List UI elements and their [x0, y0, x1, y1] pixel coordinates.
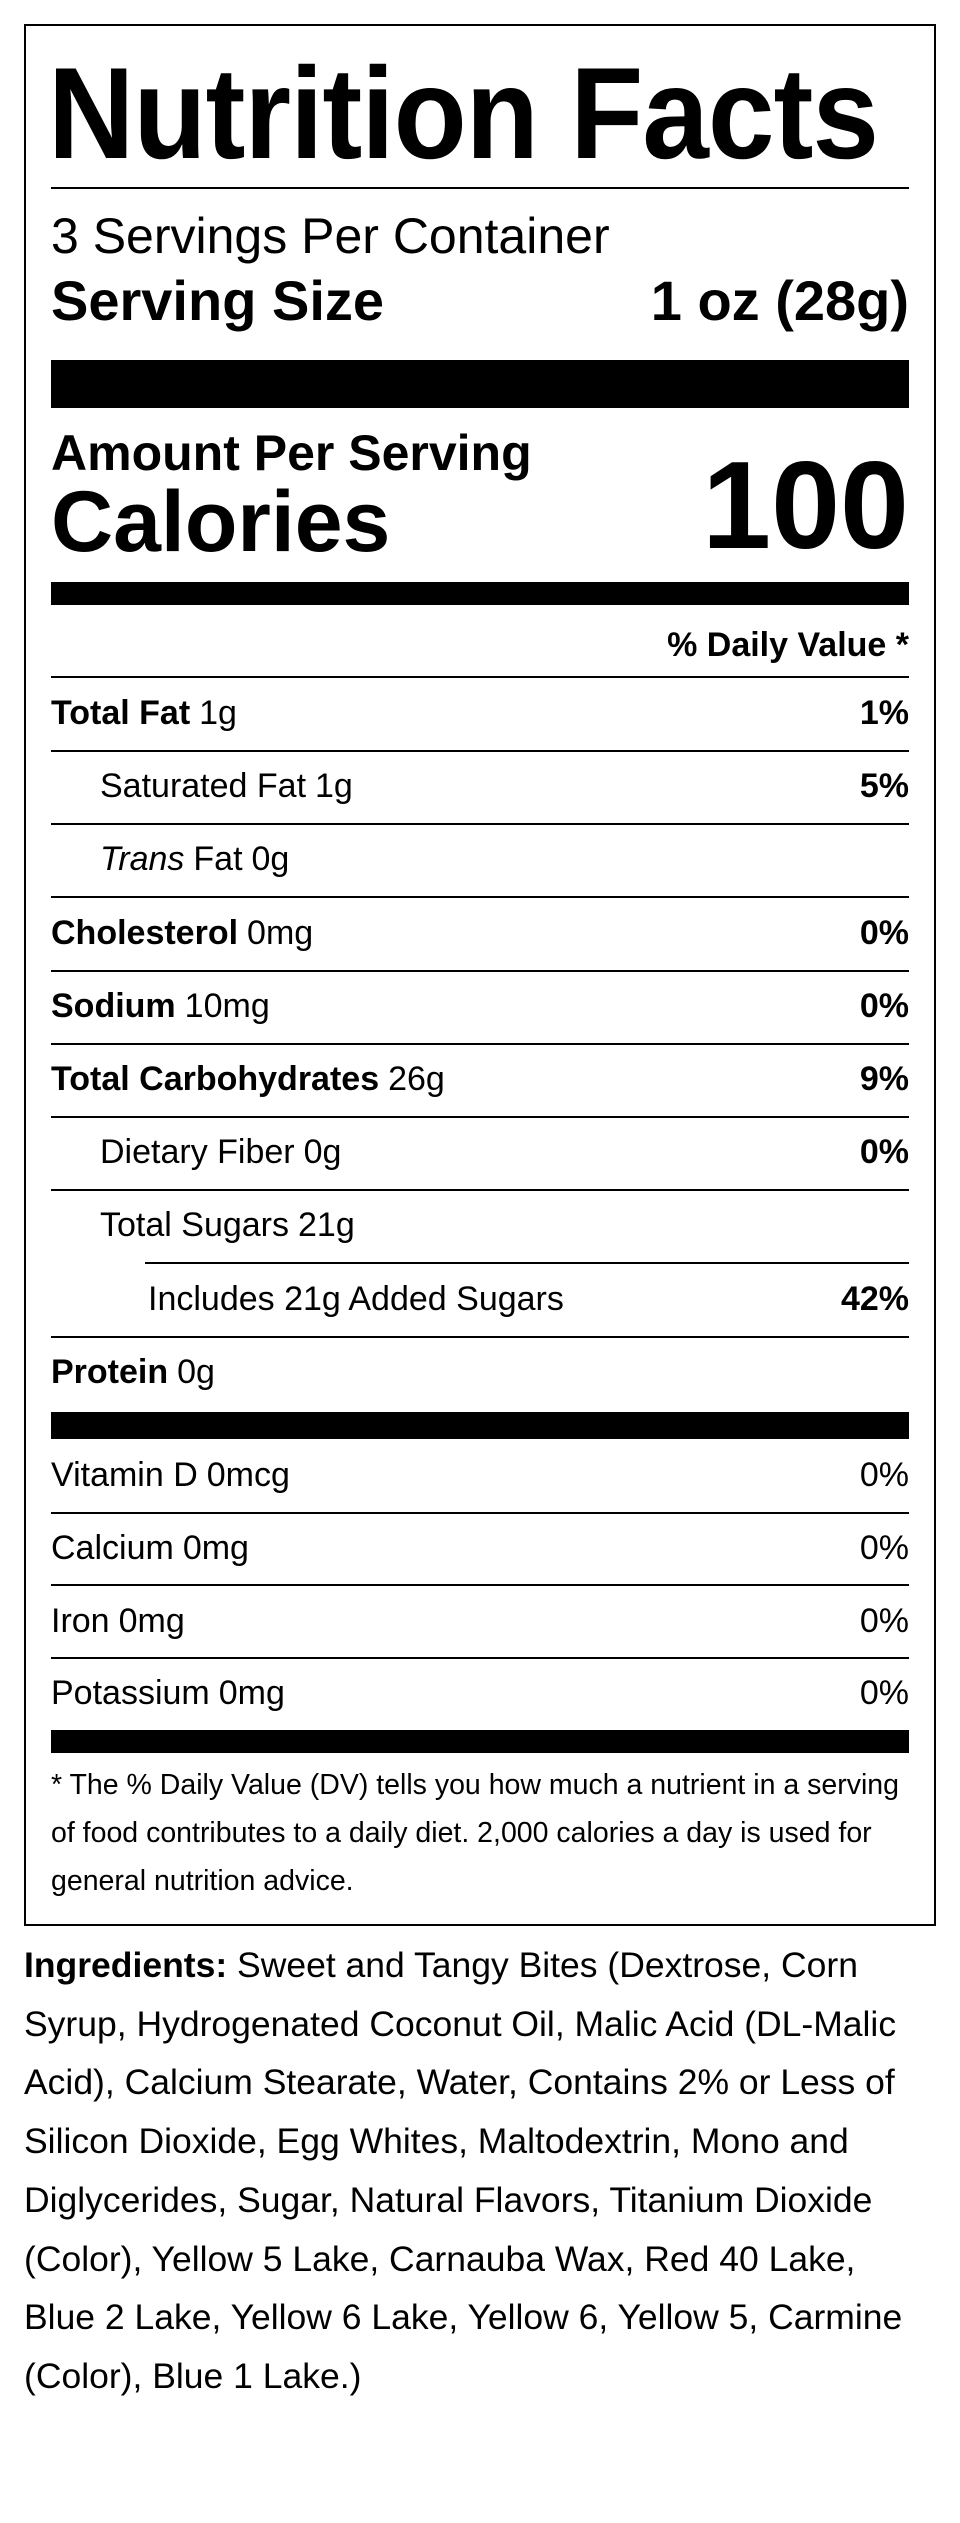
- vitamin-amount: 0mg: [218, 1674, 285, 1713]
- nutrient-dv: 42%: [840, 1279, 909, 1318]
- vitamin-row: Calcium 0mg 0%: [51, 1512, 909, 1585]
- daily-value-header: % Daily Value *: [667, 626, 909, 664]
- nutrient-dv: 0%: [859, 986, 909, 1025]
- nutrient-label: Protein: [51, 1352, 169, 1391]
- nutrient-label-italic: Trans: [100, 840, 185, 879]
- nutrient-label: Total Carbohydrates: [51, 1060, 380, 1098]
- thick-rule: [51, 582, 909, 605]
- nutrient-amount: 1g: [199, 694, 237, 732]
- calories-label: Calories: [51, 474, 391, 570]
- ingredients: Ingredients: Sweet and Tangy Bites (Dext…: [24, 1936, 936, 2406]
- nutrient-amount: 10mg: [184, 986, 270, 1025]
- vitamin-dv: 0%: [859, 1456, 909, 1494]
- footnote: * The % Daily Value (DV) tells you how m…: [51, 1769, 900, 1897]
- nutrient-label: Cholesterol: [51, 913, 239, 952]
- rule: [51, 1042, 909, 1045]
- nutrient-dv: 0%: [859, 913, 909, 952]
- nutrient-amount: 0mg: [247, 913, 314, 952]
- nutrient-amount: 0g: [251, 840, 290, 879]
- vitamin-amount: 0mcg: [206, 1456, 290, 1494]
- nutrient-dv: 0%: [859, 1133, 909, 1172]
- vitamin-dv: 0%: [859, 1601, 909, 1640]
- nutrient-amount: 1g: [315, 767, 353, 806]
- vitamin-row: Iron 0mg 0%: [51, 1585, 909, 1658]
- nutrient-amount: 0g: [177, 1352, 215, 1391]
- nutrient-row: Trans Fat 0g: [100, 823, 909, 896]
- nutrient-row: Cholesterol 0mg 0%: [51, 897, 909, 970]
- nutrient-row: Total Sugars 21g: [100, 1189, 909, 1262]
- nutrient-row: Saturated Fat 1g 5%: [100, 750, 909, 823]
- nutrient-label: Total Fat: [51, 694, 191, 732]
- ingredients-text: Sweet and Tangy Bites (Dextrose, Corn Sy…: [24, 1945, 903, 2396]
- nutrient-label: Dietary Fiber: [100, 1133, 295, 1172]
- nutrient-label: Saturated Fat: [100, 767, 307, 806]
- nutrient-dv: 9%: [859, 1060, 909, 1098]
- rule: [51, 823, 909, 826]
- ingredients-label: Ingredients:: [24, 1945, 228, 1985]
- nutrient-label: Total Sugars: [100, 1206, 289, 1245]
- rule: [51, 896, 909, 899]
- nutrient-row: Total Carbohydrates 26g 9%: [51, 1043, 909, 1116]
- serving-size: Serving Size 1 oz (28g): [51, 270, 909, 332]
- vitamin-amount: 0mg: [182, 1528, 249, 1567]
- nutrient-dv: 5%: [859, 767, 909, 806]
- servings: 3 Servings Per Container: [51, 208, 610, 264]
- rule: [51, 1657, 909, 1660]
- label-box: [24, 24, 936, 1926]
- nutrient-row: Protein 0g: [51, 1336, 909, 1409]
- rule: [51, 1189, 909, 1192]
- rule: [51, 1584, 909, 1587]
- nutrient-label: Includes 21g Added Sugars: [148, 1279, 564, 1318]
- vitamin-row: Potassium 0mg 0%: [51, 1657, 909, 1730]
- rule: [145, 1262, 909, 1265]
- rule: [51, 676, 909, 678]
- rule: [51, 969, 909, 972]
- nutrient-label: Fat: [193, 840, 243, 879]
- rule: [51, 1116, 909, 1118]
- nutrient-amount: 0g: [303, 1133, 342, 1172]
- amount-per-serving: Amount Per Serving: [51, 425, 532, 481]
- nutrient-row: Total Fat 1g 1%: [51, 677, 909, 750]
- vitamin-label: Potassium: [51, 1674, 210, 1713]
- nutrient-row: Dietary Fiber 0g 0%: [100, 1116, 909, 1189]
- vitamin-label: Vitamin D: [51, 1456, 198, 1494]
- serving-size-label: Serving Size: [51, 269, 385, 332]
- thick-rule: [51, 1730, 909, 1753]
- serving-size-value: 1 oz (28g): [650, 269, 909, 332]
- thick-rule: [51, 1412, 909, 1439]
- calories-value: 100: [702, 437, 909, 575]
- nutrient-row: Sodium 10mg 0%: [51, 970, 909, 1043]
- vitamin-amount: 0mg: [118, 1601, 185, 1640]
- nutrient-amount: 26g: [388, 1060, 445, 1098]
- rule: [51, 1511, 909, 1514]
- vitamin-dv: 0%: [859, 1674, 909, 1713]
- nutrient-dv: 1%: [859, 694, 909, 732]
- nutrient-label: Sodium: [51, 986, 176, 1025]
- vitamin-row: Vitamin D 0mcg 0%: [51, 1439, 909, 1512]
- rule: [51, 1335, 909, 1338]
- nutrient-row: Includes 21g Added Sugars 42%: [148, 1263, 909, 1336]
- thick-rule: [51, 360, 909, 408]
- title: Nutrition Facts: [48, 40, 879, 186]
- rule: [51, 187, 909, 189]
- vitamin-label: Calcium: [51, 1528, 174, 1567]
- rule: [51, 750, 909, 752]
- nutrient-amount: 21g: [298, 1206, 355, 1245]
- vitamin-label: Iron: [51, 1601, 110, 1640]
- vitamin-dv: 0%: [859, 1528, 909, 1567]
